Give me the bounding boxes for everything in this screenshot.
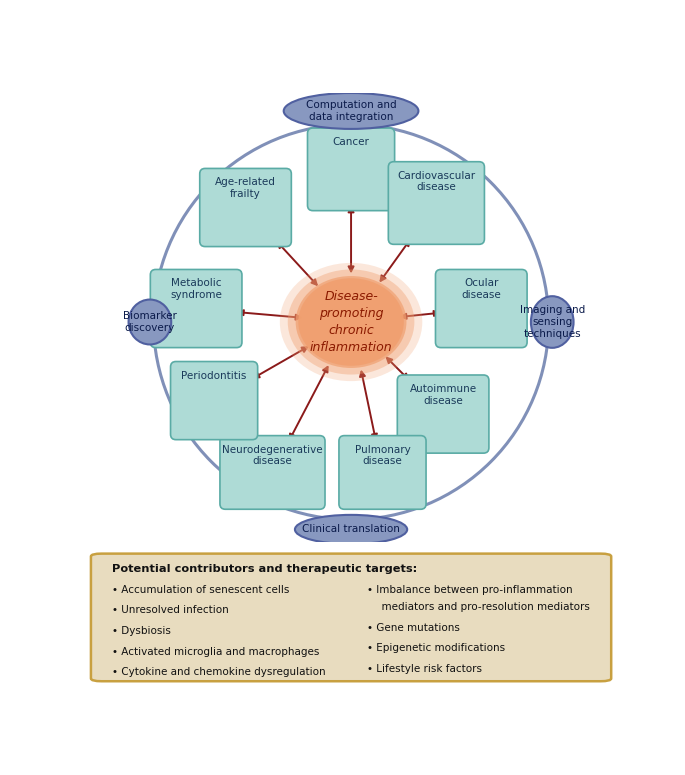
FancyBboxPatch shape bbox=[397, 375, 489, 453]
Text: Biomarker
discovery: Biomarker discovery bbox=[123, 312, 177, 332]
Ellipse shape bbox=[284, 93, 419, 129]
Text: • Lifestyle risk factors: • Lifestyle risk factors bbox=[367, 664, 482, 674]
Text: Autoimmune
disease: Autoimmune disease bbox=[410, 384, 477, 405]
Ellipse shape bbox=[129, 300, 171, 344]
Text: Periodontitis: Periodontitis bbox=[182, 370, 247, 381]
Text: Disease-
promoting
chronic
inflammation: Disease- promoting chronic inflammation bbox=[310, 290, 393, 354]
Text: mediators and pro-resolution mediators: mediators and pro-resolution mediators bbox=[375, 602, 590, 612]
Text: Potential contributors and therapeutic targets:: Potential contributors and therapeutic t… bbox=[112, 563, 417, 574]
Text: Clinical translation: Clinical translation bbox=[302, 525, 400, 535]
Ellipse shape bbox=[531, 296, 573, 348]
Ellipse shape bbox=[298, 278, 404, 366]
Text: Metabolic
syndrome: Metabolic syndrome bbox=[170, 278, 222, 300]
Text: Imaging and
sensing
techniques: Imaging and sensing techniques bbox=[520, 305, 585, 339]
FancyBboxPatch shape bbox=[388, 162, 484, 244]
Text: • Activated microglia and macrophages: • Activated microglia and macrophages bbox=[112, 646, 319, 656]
Text: • Imbalance between pro-inflammation: • Imbalance between pro-inflammation bbox=[367, 585, 573, 595]
Ellipse shape bbox=[288, 270, 414, 374]
Text: Neurodegenerative
disease: Neurodegenerative disease bbox=[222, 445, 323, 467]
Text: • Accumulation of senescent cells: • Accumulation of senescent cells bbox=[112, 585, 290, 595]
FancyBboxPatch shape bbox=[436, 270, 527, 348]
Text: Ocular
disease: Ocular disease bbox=[462, 278, 501, 300]
Text: Cardiovascular
disease: Cardiovascular disease bbox=[397, 170, 475, 192]
Text: Pulmonary
disease: Pulmonary disease bbox=[355, 445, 410, 467]
Ellipse shape bbox=[296, 276, 406, 368]
FancyBboxPatch shape bbox=[220, 436, 325, 509]
FancyBboxPatch shape bbox=[91, 553, 611, 681]
Text: • Gene mutations: • Gene mutations bbox=[367, 623, 460, 633]
FancyBboxPatch shape bbox=[171, 361, 258, 439]
Ellipse shape bbox=[280, 263, 422, 381]
FancyBboxPatch shape bbox=[308, 128, 395, 211]
Text: • Dysbiosis: • Dysbiosis bbox=[112, 626, 171, 636]
Text: • Unresolved infection: • Unresolved infection bbox=[112, 605, 229, 615]
Ellipse shape bbox=[295, 515, 407, 544]
FancyBboxPatch shape bbox=[200, 168, 291, 246]
FancyBboxPatch shape bbox=[339, 436, 426, 509]
Text: • Cytokine and chemokine dysregulation: • Cytokine and chemokine dysregulation bbox=[112, 667, 326, 677]
FancyBboxPatch shape bbox=[150, 270, 242, 348]
Text: Cancer: Cancer bbox=[333, 137, 369, 147]
Text: Computation and
data integration: Computation and data integration bbox=[306, 100, 397, 122]
Text: • Epigenetic modifications: • Epigenetic modifications bbox=[367, 643, 505, 653]
Text: Age-related
frailty: Age-related frailty bbox=[215, 177, 276, 199]
